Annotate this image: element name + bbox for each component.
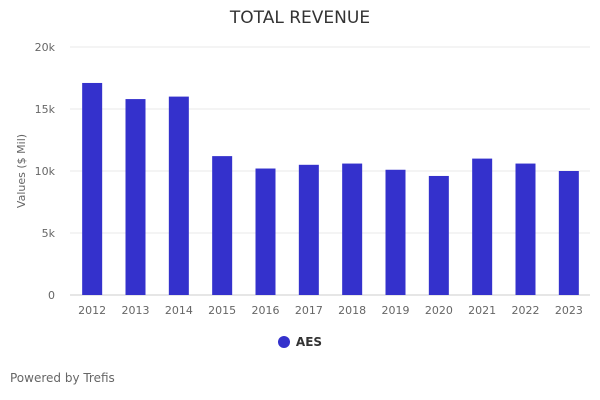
bar [428,175,449,295]
bar [515,163,536,295]
x-tick-label: 2021 [468,304,496,317]
bar [82,82,103,296]
y-tick-label: 20k [35,41,56,54]
bar [385,169,406,295]
powered-by-credit: Powered by Trefis [10,371,115,385]
bar [125,99,146,295]
x-tick-label: 2013 [122,304,150,317]
x-tick-label: 2014 [165,304,193,317]
y-tick-label: 15k [35,103,56,116]
x-tick-label: 2023 [555,304,583,317]
x-tick-label: 2016 [252,304,280,317]
bar [342,163,363,295]
bar [472,158,493,295]
x-tick-label: 2012 [78,304,106,317]
x-tick-label: 2015 [208,304,236,317]
bar [212,156,233,295]
y-tick-label: 5k [42,227,56,240]
legend-label: AES [295,335,323,349]
x-tick-label: 2019 [382,304,410,317]
bar [168,96,189,295]
bar [558,171,579,295]
y-axis-label: Values ($ Mil) [15,134,28,208]
x-tick-label: 2018 [338,304,366,317]
bar [255,168,276,295]
x-tick-label: 2020 [425,304,453,317]
bar [298,164,319,295]
legend[interactable]: AES [0,335,600,349]
legend-marker [277,336,290,348]
y-tick-label: 10k [35,165,56,178]
x-tick-label: 2022 [512,304,540,317]
y-tick-label: 0 [48,289,55,302]
x-tick-label: 2017 [295,304,323,317]
chart-title: TOTAL REVENUE [229,8,371,28]
